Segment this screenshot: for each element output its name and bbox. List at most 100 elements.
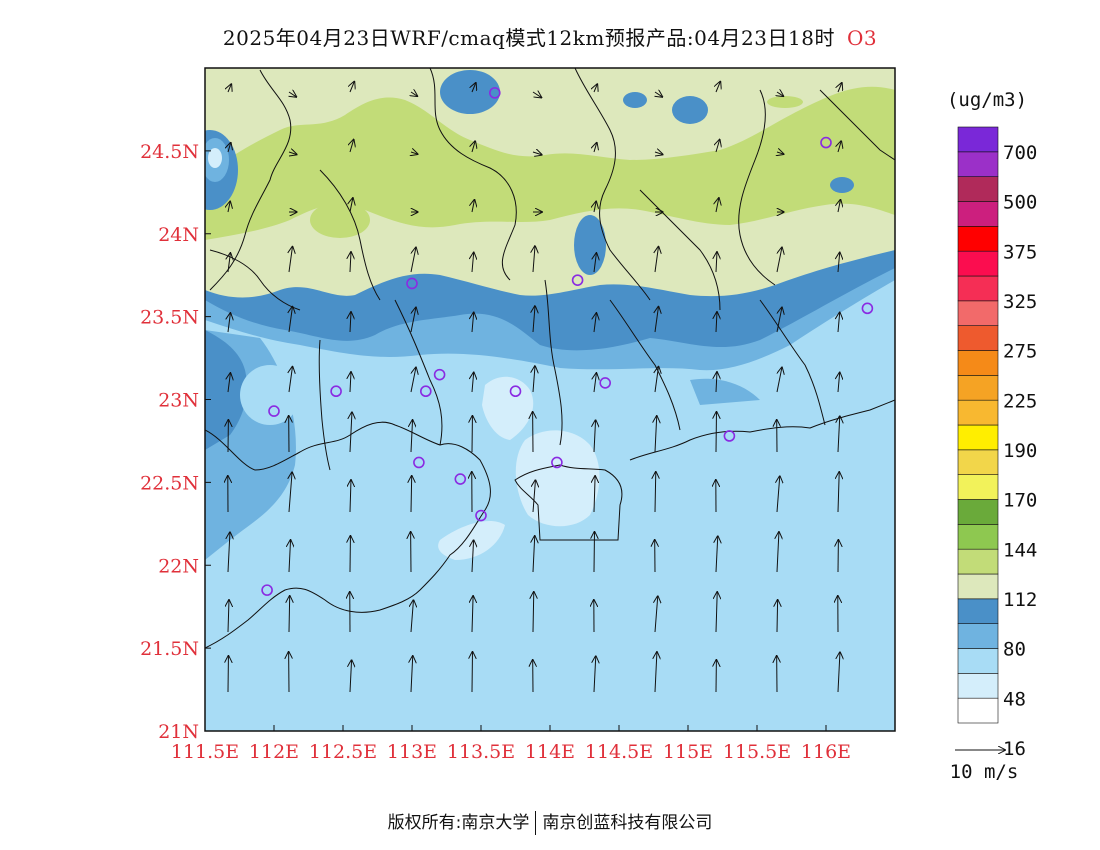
wind-vector bbox=[655, 247, 658, 273]
band-64-80-west bbox=[205, 330, 247, 450]
lon-tick-label: 112E bbox=[249, 741, 299, 763]
colorbar-unit: (ug/m3) bbox=[947, 89, 1027, 111]
wind-vector bbox=[350, 82, 354, 93]
wind-vector bbox=[594, 656, 596, 693]
wind-vector bbox=[411, 600, 413, 633]
city-border-e bbox=[544, 279, 563, 446]
station-marker bbox=[268, 405, 280, 417]
wind-vector bbox=[716, 140, 720, 153]
colorbar-swatch bbox=[957, 375, 999, 401]
colorbar-swatch bbox=[957, 598, 999, 624]
wind-vector bbox=[289, 152, 297, 154]
wind-vector bbox=[838, 141, 841, 153]
station-marker bbox=[599, 377, 612, 389]
station-marker bbox=[413, 456, 425, 469]
colorbar-swatch bbox=[957, 399, 999, 426]
colorbar-swatch bbox=[957, 623, 999, 649]
wind-vector bbox=[838, 200, 840, 213]
colorbar-label: 80 bbox=[1003, 639, 1026, 661]
wind-vector bbox=[228, 600, 229, 633]
wind-vector bbox=[228, 532, 230, 573]
wind-vector bbox=[716, 198, 719, 213]
wind-vector bbox=[594, 373, 596, 393]
footer: 版权所有:南京大学 南京创蓝科技有限公司 bbox=[0, 808, 1100, 835]
lon-tick-label: 114E bbox=[525, 741, 575, 763]
wind-vector bbox=[838, 416, 840, 453]
wind-vector bbox=[838, 313, 840, 333]
station-marker bbox=[488, 87, 501, 99]
colorbar-label: 170 bbox=[1003, 490, 1037, 512]
footer-separator bbox=[535, 811, 537, 835]
colorbar-swatch bbox=[957, 648, 999, 674]
wind-vector bbox=[472, 373, 474, 393]
wind-vector bbox=[594, 202, 596, 213]
city-border-i bbox=[819, 89, 895, 161]
wind-vector bbox=[532, 152, 542, 155]
colorbar-swatch bbox=[957, 673, 999, 699]
wind-vector bbox=[350, 252, 351, 273]
colorbar-label: 48 bbox=[1003, 688, 1026, 710]
colorbar-swatch bbox=[957, 548, 999, 575]
wind-vector bbox=[533, 306, 535, 333]
colorbar-label: 190 bbox=[1003, 440, 1037, 462]
colorbar-label: 144 bbox=[1003, 539, 1037, 561]
footer-copyright: 版权所有:南京大学 bbox=[387, 813, 530, 833]
wind-vector bbox=[655, 472, 656, 513]
band-64-80-patch-ne bbox=[672, 96, 708, 124]
wind-vector bbox=[228, 253, 230, 273]
wind-vector bbox=[350, 372, 351, 393]
band-64-80-patch-n2 bbox=[623, 92, 647, 108]
wind-vector bbox=[350, 660, 352, 693]
wind-vector bbox=[655, 416, 657, 453]
colorbar-swatch bbox=[957, 474, 999, 500]
title-main: 2025年04月23日WRF/cmaq模式12km预报产品:04月23日18时 bbox=[222, 26, 835, 50]
station-marker bbox=[454, 473, 467, 485]
wind-vector bbox=[594, 313, 596, 333]
wind-vector bbox=[533, 480, 535, 513]
wind-vector bbox=[838, 652, 840, 693]
lat-tick-label: 22.5N bbox=[140, 472, 199, 494]
lon-tick-label: 112.5E bbox=[309, 741, 377, 763]
lat-tick-label: 21.5N bbox=[140, 638, 199, 660]
city-border-d bbox=[394, 299, 443, 446]
wind-vector bbox=[594, 253, 596, 273]
colorbar-swatch bbox=[957, 350, 999, 376]
wind-vector bbox=[472, 540, 474, 573]
chart-title: 2025年04月23日WRF/cmaq模式12km预报产品:04月23日18时 O… bbox=[0, 22, 1100, 51]
station-marker bbox=[723, 430, 736, 442]
colorbar-swatch bbox=[957, 176, 999, 202]
colorbar-label: 700 bbox=[1003, 142, 1037, 164]
wind-vector bbox=[776, 248, 782, 273]
wind-vector bbox=[228, 313, 230, 333]
title-species: O3 bbox=[846, 26, 878, 50]
city-border-f bbox=[609, 299, 681, 431]
wind-vector bbox=[655, 152, 663, 154]
wind-vector bbox=[594, 476, 595, 513]
wind-vector bbox=[838, 472, 839, 513]
wind-vector bbox=[350, 198, 353, 213]
lon-tick-label: 115E bbox=[663, 741, 713, 763]
colorbar-swatch bbox=[957, 300, 999, 326]
colorbar-label: 375 bbox=[1003, 241, 1037, 263]
wind-vector bbox=[350, 312, 351, 333]
colorbar-swatch bbox=[957, 697, 999, 724]
wind-vector bbox=[716, 82, 720, 93]
wind-vector bbox=[289, 367, 292, 393]
colorbar-swatch bbox=[957, 449, 999, 475]
wind-vector bbox=[776, 308, 782, 333]
colorbar-label: 112 bbox=[1003, 589, 1037, 611]
lat-tick-label: 22N bbox=[158, 555, 199, 577]
colorbar-swatch bbox=[957, 201, 999, 227]
wind-vector bbox=[655, 596, 658, 633]
lon-tick-label: 114.5E bbox=[585, 741, 653, 763]
band-16-48-patch-w bbox=[240, 365, 300, 425]
province-border-2 bbox=[429, 68, 517, 281]
band-64-80-patch-e bbox=[830, 177, 854, 193]
lon-tick-label: 115.5E bbox=[723, 741, 791, 763]
wind-vector bbox=[594, 143, 597, 153]
wind-vector bbox=[410, 368, 416, 393]
colorbar-label: 500 bbox=[1003, 192, 1037, 214]
colorbar-swatch bbox=[957, 226, 999, 252]
wind-vector bbox=[411, 420, 413, 453]
coastline bbox=[205, 421, 491, 649]
